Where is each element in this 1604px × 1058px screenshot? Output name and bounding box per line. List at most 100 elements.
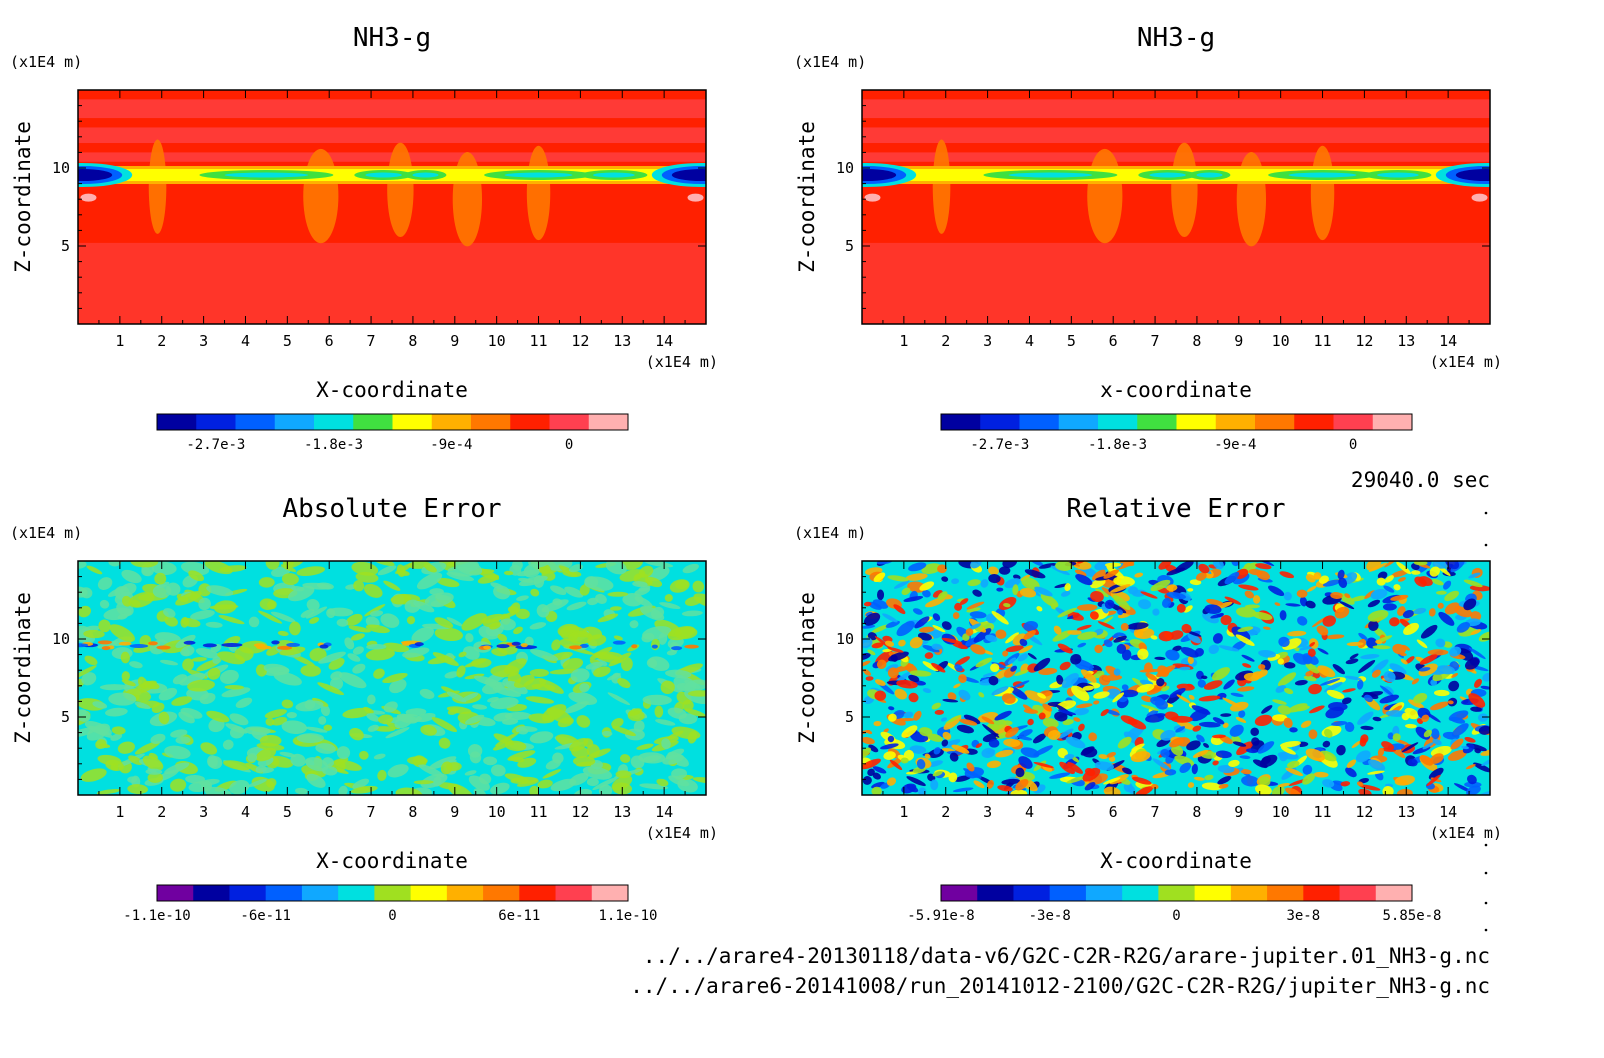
noise-blob [1161,597,1172,608]
noise-blob [1383,671,1396,683]
x-tick-label: 6 [1109,332,1118,350]
noise-blob [951,578,960,585]
x-tick-label: 2 [941,332,950,350]
noise-blob [164,762,190,775]
noise-blob [1245,748,1258,754]
noise-blob [1300,720,1312,728]
noise-blob [352,646,364,655]
x-tick-label: 11 [530,803,548,821]
layer-speck [118,641,132,646]
noise-blob [218,615,245,625]
noise-blob [1235,568,1249,579]
noise-blob [598,784,613,795]
noise-blob [1391,569,1409,578]
noise-blob [204,786,232,795]
noise-blob [1238,584,1259,591]
colorbar-swatch [1019,414,1060,430]
noise-blob [621,657,633,672]
layer-speck [569,645,582,650]
noise-blob [958,689,971,701]
layer-speck [319,644,329,649]
noise-blob [601,731,613,737]
noise-blob [1100,709,1109,717]
colorbar-swatch [431,414,472,430]
noise-blob [295,787,308,795]
noise-blob [1331,721,1348,726]
colorbar-label: 6e-11 [498,908,540,924]
noise-blob [969,611,987,619]
noise-blob [273,671,302,686]
x-tick-label: 4 [1025,803,1034,821]
noise-blob [1366,561,1382,571]
noise-blob [305,757,329,772]
noise-blob [1464,657,1480,670]
noise-blob [1366,637,1378,649]
noise-blob [924,652,934,659]
noise-blob [1055,561,1073,571]
noise-blob [919,581,935,591]
noise-blob [1231,561,1240,567]
noise-blob [84,720,112,736]
noise-blob [529,785,539,795]
noise-blob [224,685,245,690]
noise-blob [1158,630,1174,642]
noise-blob [364,604,386,617]
noise-blob [1146,683,1165,695]
noise-blob [871,781,885,789]
noise-blob [163,608,176,618]
noise-blob [1180,646,1199,658]
noise-blob [1224,596,1242,605]
noise-blob [661,738,671,750]
colorbar-swatch [235,414,276,430]
y-unit-label: (x1E4 m) [10,53,82,71]
noise-blob [1188,694,1195,700]
layer-speck [183,640,196,645]
margin-dot [1484,901,1488,905]
noise-blob [1418,576,1433,586]
noise-blob [286,711,297,719]
noise-blob [977,712,999,723]
noise-blob [134,740,161,755]
noise-blob [1319,678,1341,686]
noise-blob [516,725,538,732]
noise-blob [888,713,897,722]
noise-blob [461,613,487,631]
noise-blob [219,565,247,573]
noise-blob [1198,563,1210,574]
noise-blob [352,663,366,674]
noise-blob [175,590,202,606]
noise-blob [1151,783,1159,789]
noise-blob [949,752,959,762]
noise-blob [573,788,593,795]
noise-blob [1345,767,1357,778]
noise-blob [1049,772,1071,779]
layer-speck [78,643,89,648]
noise-blob [1468,572,1481,579]
noise-blob [164,745,191,760]
noise-blob [383,642,410,653]
layer-speck [156,645,171,650]
edge-core-inner [1455,169,1490,182]
noise-blob [1065,736,1086,749]
noise-blob [1017,653,1029,662]
colorbar-swatch [338,885,375,901]
noise-blob [1252,595,1261,604]
noise-blob [1346,759,1357,768]
layer-speck [97,640,112,645]
noise-blob [190,610,215,620]
noise-blob [78,561,87,569]
noise-blob [1410,570,1421,575]
noise-blob [1296,705,1310,712]
noise-blob [151,561,177,576]
noise-blob [562,657,584,671]
colorbar-swatch [471,414,511,430]
noise-blob [1349,653,1359,660]
noise-blob [988,738,1000,748]
noise-blob [1356,781,1364,787]
noise-blob [1317,648,1329,655]
noise-blob [862,747,872,760]
noise-blob [1313,771,1329,778]
noise-blob [1054,711,1068,722]
noise-blob [416,572,443,590]
colorbar-label: 0 [565,437,573,453]
